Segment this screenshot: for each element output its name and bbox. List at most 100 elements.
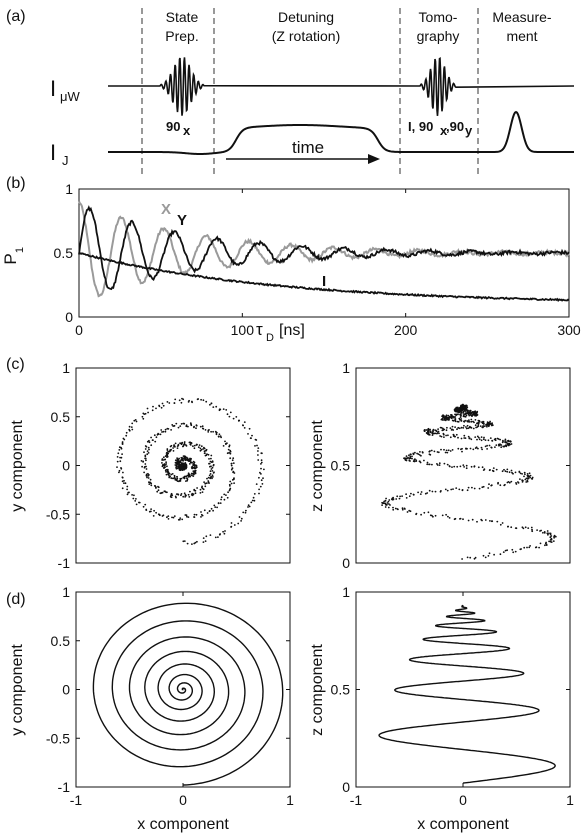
plot-c-left: y component -1 -0.5 0 0.5 1 <box>9 360 291 571</box>
plot-c-left-point <box>123 479 125 482</box>
plot-c-left-point <box>211 470 214 472</box>
plot-c-right-point <box>481 486 484 489</box>
plot-c-left-point <box>191 467 194 470</box>
plot-c-right-point <box>473 465 476 468</box>
plot-c-left-point <box>199 447 202 450</box>
plot-c-left-point <box>203 446 205 449</box>
plot-c-left-point <box>217 502 220 505</box>
plot-c-right-point <box>392 506 394 509</box>
plot-c-right-point <box>437 430 440 433</box>
plot-c-left-point <box>145 468 148 470</box>
plot-c-right-point <box>546 530 549 532</box>
plot-c-right-point <box>447 515 449 518</box>
plot-c-right-ytick-label: 0.5 <box>331 458 351 474</box>
plot-c-right-point <box>454 410 457 413</box>
plot-c-left-point <box>175 465 178 468</box>
plot-c-left-point <box>226 452 229 455</box>
plot-c-left-point <box>183 422 186 425</box>
series-label-x: X <box>161 201 171 218</box>
plot-c-left-point <box>149 481 152 484</box>
plot-c-left-point <box>164 428 167 431</box>
plot-c-left-point <box>126 485 129 488</box>
plot-c-left-point <box>166 465 168 468</box>
plot-c-left-point <box>193 471 196 473</box>
plot-c-left-point <box>227 448 230 451</box>
plot-c-left-point <box>150 508 153 510</box>
signal-j-main: I <box>50 140 56 165</box>
plot-c-left-point <box>177 493 179 496</box>
plot-c-left-point <box>230 464 233 467</box>
plot-c-left-point <box>216 506 219 509</box>
plot-c-left-point <box>176 477 179 480</box>
plot-c-right-point <box>446 451 449 454</box>
plot-c-right-point <box>470 426 472 429</box>
plot-c-right-point <box>412 493 415 496</box>
plot-c-left-point <box>223 493 226 496</box>
plot-c-right-point <box>492 467 495 469</box>
plot-c-right-point <box>427 432 429 434</box>
plot-c-left-point <box>243 427 246 429</box>
plot-c-left-point <box>170 473 173 476</box>
plot-c-right-point <box>519 472 522 475</box>
plot-c-right-point <box>507 481 510 483</box>
plot-d-left: y component x component -1 -0.5 0 0.5 1 -1 0 1 <box>9 584 294 833</box>
plot-c-right-point <box>463 420 466 423</box>
plot-c-right-point <box>436 432 438 435</box>
plot-b-xtick-label: 200 <box>394 322 418 338</box>
plot-c-right-point <box>433 450 436 453</box>
plot-c-right-point <box>465 426 467 428</box>
plot-c-right-point <box>444 418 447 420</box>
plot-c-right-point <box>470 465 473 468</box>
plot-c-right-point <box>526 474 529 477</box>
plot-c-left-point <box>176 445 179 447</box>
plot-c-left-point <box>213 471 215 474</box>
plot-c-right-point <box>388 503 390 505</box>
plot-c-left-point <box>148 448 150 451</box>
plot-b-xtick-label: 100 <box>231 322 255 338</box>
plot-c-left-point <box>155 486 157 488</box>
plot-c-right-point <box>384 506 387 508</box>
plot-c-right-point <box>403 457 406 460</box>
series-line-i <box>78 252 570 302</box>
plot-c-right-point <box>482 485 485 488</box>
plot-c-left-point <box>214 506 217 508</box>
plot-c-right-point <box>499 523 502 526</box>
plot-c-left-point <box>143 451 145 454</box>
plot-c-left-point <box>159 433 162 436</box>
plot-c-right-point <box>469 409 471 412</box>
plot-c-right-point <box>417 491 419 494</box>
plot-c-right-point <box>472 427 475 430</box>
plot-c-right-point <box>484 445 487 448</box>
plot-c-right-point <box>476 520 478 523</box>
plot-c-right-point <box>499 438 501 441</box>
plot-c-left-point <box>118 471 120 474</box>
plot-c-left-point <box>147 446 150 449</box>
xlabel-b-sub: D <box>266 332 274 344</box>
plot-d-left-xtick-label: -1 <box>70 792 83 808</box>
plot-c-right-point <box>473 557 476 560</box>
plot-c-left-point <box>150 436 153 439</box>
plot-c-right-point <box>473 421 475 424</box>
plot-c-left-point <box>193 488 196 491</box>
plot-c-left-point <box>260 467 262 470</box>
xlabel-b-unit: [ns] <box>279 322 305 339</box>
plot-c-left-point <box>186 542 189 545</box>
plot-c-right-point <box>517 482 520 484</box>
plot-c-left-point <box>209 465 211 468</box>
plot-c-left-point <box>232 417 235 420</box>
plot-c-left-point <box>209 403 211 406</box>
time-label: time <box>292 138 324 157</box>
plot-c-right-point <box>426 492 429 494</box>
plot-d-right: z component x component 00.51-1 0 1 <box>309 584 574 833</box>
plot-c-left-point <box>172 516 175 519</box>
plot-c-right-point <box>515 482 517 484</box>
plot-c-left-point <box>201 485 204 488</box>
plot-c-left-point <box>212 430 215 433</box>
plot-c-left-point <box>199 425 202 428</box>
plot-c-right-point <box>459 465 462 468</box>
plot-c-left-point <box>128 428 131 431</box>
plot-c-left-point <box>202 448 205 450</box>
plot-c-right-point <box>540 529 542 532</box>
plot-d-right-xtick-label: -1 <box>350 792 363 808</box>
plot-d-right-curve <box>378 604 556 784</box>
